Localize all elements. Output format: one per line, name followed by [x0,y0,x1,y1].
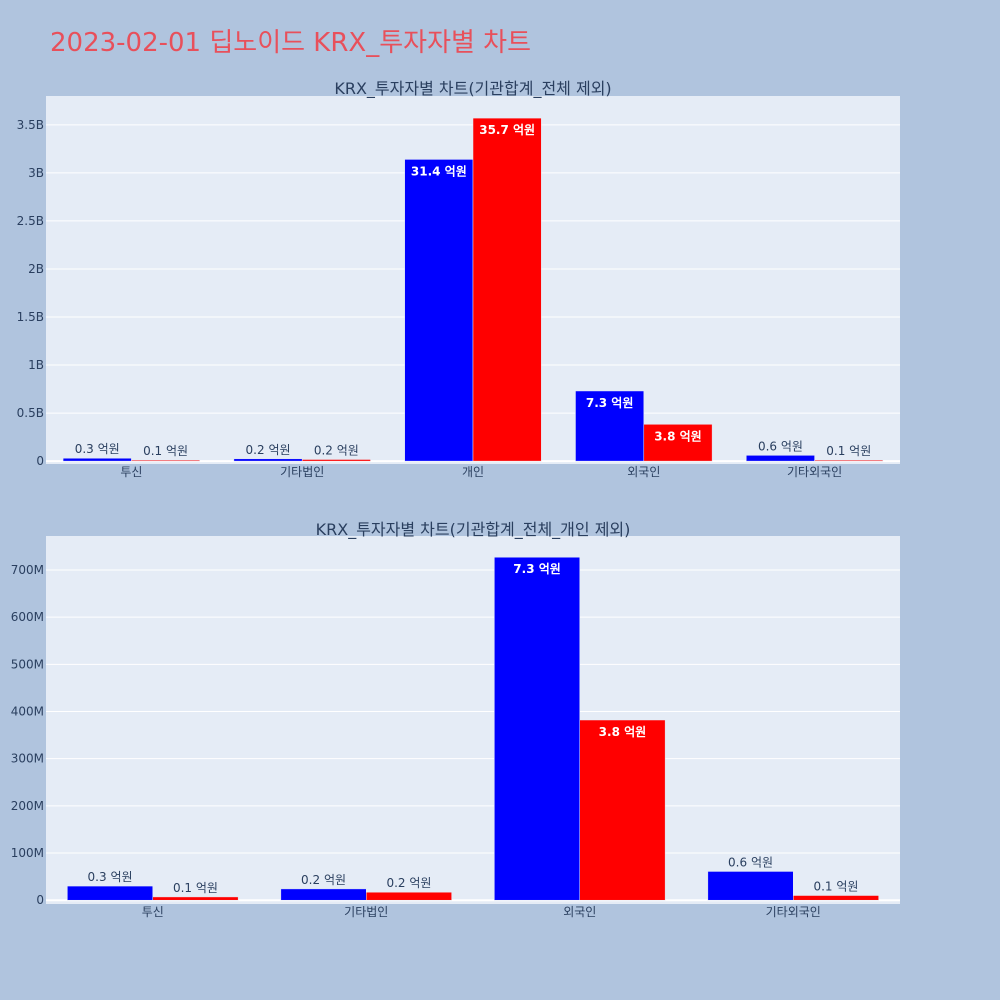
y-tick-label: 0.5B [17,406,44,420]
y-tick-label: 1.5B [17,310,44,324]
data-label: 0.2 억원 [386,876,431,890]
data-label: 0.2 억원 [246,443,291,457]
y-tick-label: 3B [28,166,44,180]
y-tick-label: 0 [36,454,44,468]
data-label: 0.3 억원 [88,870,133,884]
data-label: 35.7 억원 [479,123,535,137]
x-tick-label: 외국인 [563,905,596,919]
x-tick-label: 투신 [142,905,164,919]
bar [233,458,303,462]
bar [152,896,239,901]
data-label: 3.8 억원 [599,725,647,739]
x-tick-label: 기타외국인 [787,465,842,479]
bar [280,888,367,901]
bar [494,556,581,901]
bar [707,871,794,901]
data-label: 0.6 억원 [758,439,803,453]
data-label: 0.1 억원 [143,444,188,458]
data-label: 0.6 억원 [728,855,773,869]
x-tick-label: 투신 [120,465,142,479]
bar [746,455,815,462]
data-label: 7.3 억원 [586,396,634,410]
data-label: 0.2 억원 [301,873,346,887]
bar [366,891,452,901]
data-label: 7.3 억원 [513,562,561,576]
y-tick-label: 500M [11,657,44,671]
data-label: 0.2 억원 [314,443,359,457]
y-tick-label: 200M [11,799,44,813]
bar [472,117,542,462]
bar [131,459,200,462]
data-label: 31.4 억원 [411,164,467,178]
y-tick-label: 0 [36,893,44,907]
y-tick-label: 2.5B [17,214,44,228]
bar [67,885,153,901]
x-tick-label: 기타법인 [344,905,388,919]
y-tick-label: 100M [11,846,44,860]
y-tick-label: 3.5B [17,118,44,132]
bar [579,719,666,901]
data-label: 0.1 억원 [813,880,858,894]
bar [643,424,713,462]
y-tick-label: 400M [11,705,44,719]
data-label: 0.1 억원 [173,881,218,895]
y-tick-label: 700M [11,563,44,577]
data-label: 0.1 억원 [826,444,871,458]
bar [404,159,474,462]
page-title: 2023-02-01 딥노이드 KRX_투자자별 차트 [50,28,532,58]
bar [301,459,371,462]
chart-title: KRX_투자자별 차트(기관합계_전체_개인 제외) [316,520,631,540]
data-label: 3.8 억원 [654,429,702,443]
bar [793,895,879,901]
plot-area [46,536,900,904]
bar [62,457,132,462]
y-tick-label: 300M [11,752,44,766]
bar [814,459,884,462]
x-tick-label: 외국인 [627,465,660,479]
chart-title: KRX_투자자별 차트(기관합계_전체 제외) [334,79,611,99]
data-label: 0.3 억원 [75,442,120,456]
x-tick-label: 기타외국인 [766,905,821,919]
y-tick-label: 2B [28,262,44,276]
y-tick-label: 1B [28,358,44,372]
x-tick-label: 개인 [462,465,484,479]
chart-1: 0 0.5B 1B 1.5B 2B 2.5B 3B 3.5B KRX_투자자별 차트(기관합계_… [17,79,900,479]
y-tick-label: 600M [11,610,44,624]
x-tick-label: 기타법인 [280,465,324,479]
chart-2: 0 100M 200M 300M 400M 500M 600M 700M KRX_투자자별 차트… [11,520,900,919]
